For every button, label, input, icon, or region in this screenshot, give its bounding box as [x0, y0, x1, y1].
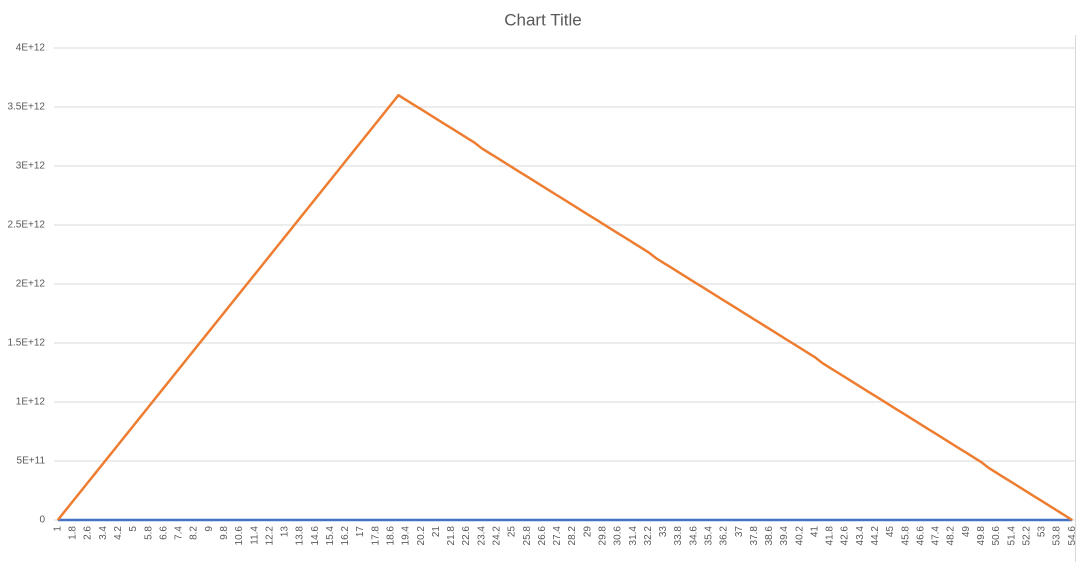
x-tick-label: 29	[582, 526, 593, 538]
x-tick-label: 29.8	[597, 526, 608, 546]
y-tick-label: 1.5E+12	[7, 338, 45, 349]
x-tick-label: 13.8	[295, 526, 306, 546]
x-tick-label: 53	[1037, 526, 1048, 538]
x-tick-label: 4.2	[113, 526, 124, 540]
x-tick-label: 35.4	[703, 526, 714, 546]
x-tick-label: 38.6	[764, 526, 775, 546]
x-tick-label: 13	[280, 526, 291, 538]
x-tick-label: 49	[961, 526, 972, 538]
x-tick-label: 50.6	[991, 526, 1002, 546]
x-tick-label: 20.2	[416, 526, 427, 546]
x-tick-label: 25	[507, 526, 518, 538]
x-tick-label: 16.2	[340, 526, 351, 546]
x-tick-label: 53.8	[1052, 526, 1063, 546]
y-tick-label: 2.5E+12	[7, 220, 45, 231]
x-tick-label: 14.6	[310, 526, 321, 546]
x-tick-label: 40.2	[794, 526, 805, 546]
x-tick-label: 26.6	[537, 526, 548, 546]
x-tick-label: 19.4	[401, 526, 412, 546]
x-tick-label: 1	[52, 526, 63, 532]
x-tick-label: 25.8	[522, 526, 533, 546]
x-tick-label: 5	[128, 526, 139, 532]
x-tick-label: 36.2	[719, 526, 730, 546]
x-tick-label: 12.2	[264, 526, 275, 546]
x-tick-label: 17.8	[370, 526, 381, 546]
x-tick-label: 28.2	[567, 526, 578, 546]
x-tick-label: 45	[885, 526, 896, 538]
x-tick-label: 46.6	[915, 526, 926, 546]
x-tick-label: 21.8	[446, 526, 457, 546]
x-tick-label: 24.2	[492, 526, 503, 546]
x-tick-label: 21	[431, 526, 442, 538]
x-tick-label: 18.6	[386, 526, 397, 546]
x-tick-label: 3.4	[98, 526, 109, 540]
x-tick-label: 32.2	[643, 526, 654, 546]
x-tick-label: 1.8	[68, 526, 79, 540]
y-tick-label: 3E+12	[16, 161, 46, 172]
x-tick-label: 43.4	[855, 526, 866, 546]
x-tick-label: 34.6	[688, 526, 699, 546]
x-tick-label: 17	[355, 526, 366, 538]
x-tick-label: 11.4	[249, 526, 260, 545]
x-tick-label: 51.4	[1006, 526, 1017, 546]
x-tick-label: 27.4	[552, 526, 563, 546]
y-tick-label: 3.5E+12	[7, 102, 45, 113]
x-tick-label: 37	[734, 526, 745, 538]
x-tick-label: 37.8	[749, 526, 760, 546]
x-tick-label: 48.2	[946, 526, 957, 546]
x-tick-label: 8.2	[189, 526, 200, 540]
x-tick-label: 44.2	[870, 526, 881, 546]
x-tick-label: 31.4	[628, 526, 639, 546]
x-tick-label: 6.6	[158, 526, 169, 540]
x-tick-label: 41.8	[825, 526, 836, 546]
x-tick-label: 2.6	[83, 526, 94, 540]
x-tick-label: 23.4	[476, 526, 487, 546]
x-tick-label: 9	[204, 526, 215, 532]
x-tick-label: 33.8	[673, 526, 684, 546]
x-tick-label: 42.6	[840, 526, 851, 546]
x-tick-label: 10.6	[234, 526, 245, 546]
y-tick-label: 0	[39, 515, 45, 526]
x-tick-label: 7.4	[174, 526, 185, 540]
x-tick-label: 22.6	[461, 526, 472, 546]
y-tick-label: 1E+12	[16, 397, 46, 408]
chart-title: Chart Title	[504, 10, 581, 29]
x-tick-label: 52.2	[1021, 526, 1032, 546]
x-tick-label: 39.4	[779, 526, 790, 546]
x-tick-label: 15.4	[325, 526, 336, 546]
x-tick-label: 33	[658, 526, 669, 538]
y-tick-label: 2E+12	[16, 279, 46, 290]
x-tick-label: 41	[809, 526, 820, 538]
x-tick-label: 5.8	[143, 526, 154, 540]
x-tick-label: 47.4	[931, 526, 942, 546]
y-tick-label: 5E+11	[17, 456, 46, 467]
x-tick-label: 49.8	[976, 526, 987, 546]
y-tick-label: 4E+12	[16, 43, 46, 54]
series-line	[56, 93, 1073, 522]
x-tick-label: 54.6	[1067, 526, 1078, 546]
x-tick-label: 30.6	[613, 526, 624, 546]
x-tick-label: 45.8	[900, 526, 911, 546]
x-tick-label: 9.8	[219, 526, 230, 540]
